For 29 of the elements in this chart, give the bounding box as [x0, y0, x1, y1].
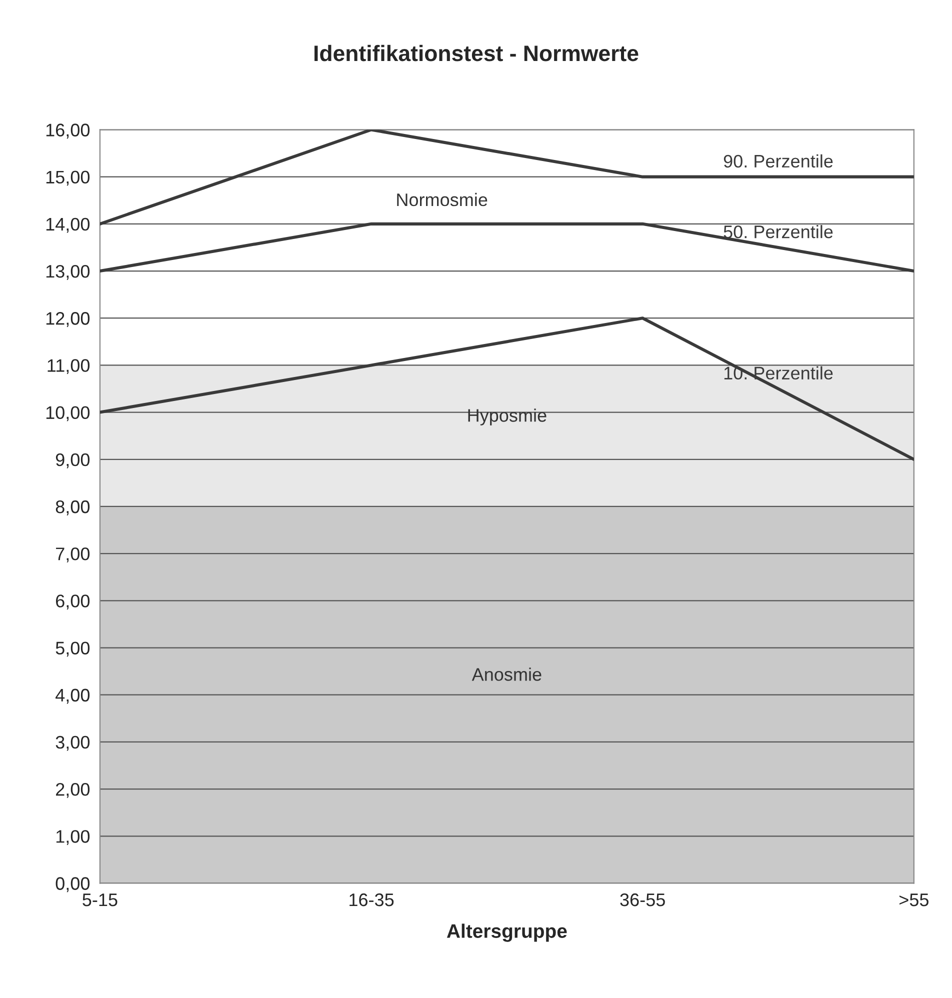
y-tick-label: 16,00 [46, 124, 90, 139]
y-tick-label: 6,00 [56, 594, 90, 610]
x-tick-label: 16-35 [350, 893, 394, 906]
series-label: 90. Perzentile [724, 154, 833, 168]
y-tick-label: 14,00 [46, 218, 90, 233]
y-tick-label: 5,00 [56, 642, 90, 657]
y-tick-label: 13,00 [46, 264, 90, 280]
y-tick-label: 4,00 [56, 688, 90, 704]
y-tick-label: 12,00 [46, 312, 90, 327]
y-tick-label: 2,00 [56, 782, 90, 798]
band-label: Hyposmie [468, 408, 546, 426]
x-axis-title: Altersgruppe [446, 924, 567, 942]
y-tick-label: 3,00 [56, 736, 90, 751]
y-tick-label: 7,00 [56, 548, 90, 562]
y-tick-label: 11,00 [48, 359, 90, 374]
x-tick-label: 36-55 [620, 893, 665, 906]
y-tick-label: 1,00 [56, 830, 90, 845]
y-tick-label: 10,00 [46, 406, 90, 422]
series-label: 50. Perzentile [724, 224, 833, 238]
band-label: Anosmie [472, 668, 542, 681]
y-tick-label: 15,00 [46, 170, 90, 186]
x-tick-label: >55 [900, 894, 928, 906]
x-tick-label: 5-15 [82, 894, 118, 906]
annotation: Normosmie [397, 192, 488, 206]
line-series [100, 316, 914, 461]
y-tick-label: 9,00 [56, 453, 90, 468]
y-tick-label: 0,00 [56, 877, 90, 892]
chart-title: Identifikationstest - Normwerte [314, 44, 638, 62]
y-tick-label: 8,00 [56, 500, 90, 516]
